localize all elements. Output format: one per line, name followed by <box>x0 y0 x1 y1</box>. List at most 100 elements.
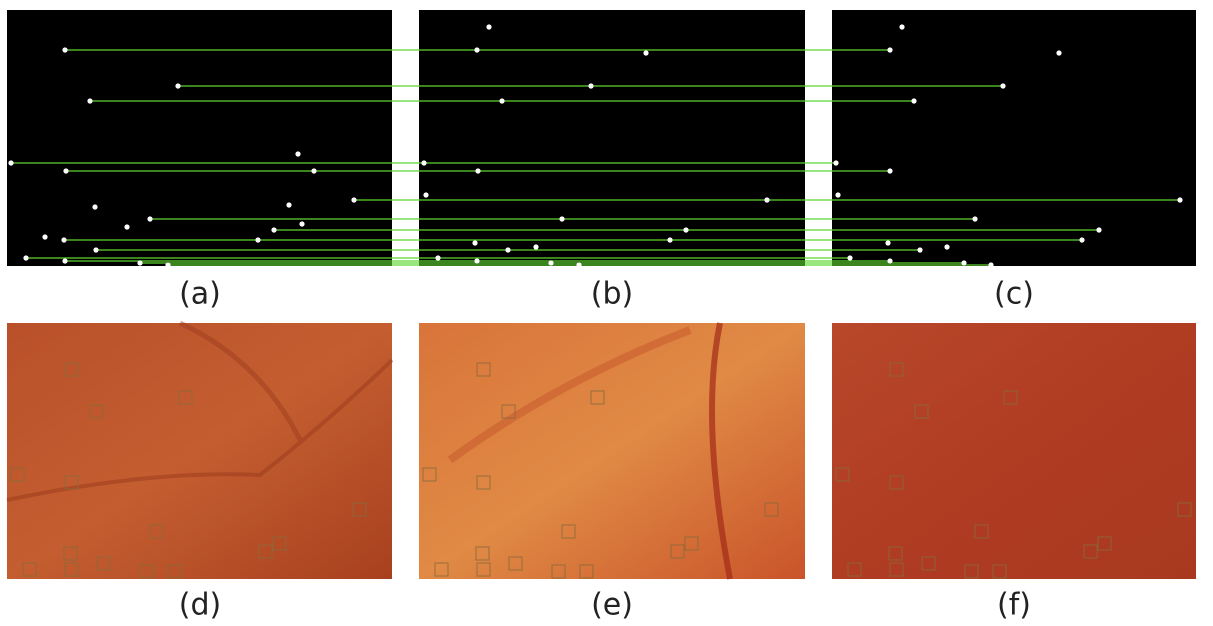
keypoint <box>165 262 171 268</box>
patch-box <box>590 390 605 405</box>
keypoint <box>63 168 69 174</box>
keypoint <box>961 260 967 266</box>
keypoint <box>351 197 357 203</box>
keypoint <box>505 247 511 253</box>
patch-box <box>1177 502 1192 517</box>
keypoint <box>92 204 98 210</box>
vessel <box>447 326 692 464</box>
panel-label: (b) <box>591 277 633 312</box>
patch-box <box>475 546 490 561</box>
panel-d <box>7 323 392 579</box>
keypoint <box>1177 197 1183 203</box>
patch-box <box>149 524 164 539</box>
keypoint <box>486 24 492 30</box>
patch-box <box>974 524 989 539</box>
keypoint <box>93 247 99 253</box>
keypoint <box>423 192 429 198</box>
keypoint <box>62 47 68 53</box>
keypoint <box>474 258 480 264</box>
keypoint <box>588 83 594 89</box>
patch-box <box>921 556 936 571</box>
keypoint <box>643 50 649 56</box>
image-panels <box>6 320 1196 580</box>
patch-box <box>22 562 37 577</box>
patches <box>10 362 1192 579</box>
patch-box <box>670 544 685 559</box>
patch-box <box>476 362 491 377</box>
keypoint <box>311 168 317 174</box>
patch-box <box>964 564 979 579</box>
keypoint <box>972 216 978 222</box>
keypoint <box>835 192 841 198</box>
keypoint <box>833 160 839 166</box>
keypoint <box>87 98 93 104</box>
keypoint <box>944 244 950 250</box>
keypoint <box>175 83 181 89</box>
keypoint <box>62 258 68 264</box>
keypoint <box>255 237 261 243</box>
patch-box <box>434 562 449 577</box>
keypoint <box>8 160 14 166</box>
patch-box <box>422 467 437 482</box>
keypoint <box>42 234 48 240</box>
panel-label: (e) <box>591 588 633 623</box>
keypoint <box>847 255 853 261</box>
keypoint <box>988 262 994 268</box>
patch-box <box>476 475 491 490</box>
patch-box <box>835 467 850 482</box>
keypoint <box>533 244 539 250</box>
keypoint <box>667 237 673 243</box>
keypoint <box>137 260 143 266</box>
keypoint <box>911 98 917 104</box>
keypoint <box>917 247 923 253</box>
panel-label: (a) <box>179 277 221 312</box>
patch-box <box>1083 544 1098 559</box>
keypoint <box>1000 83 1006 89</box>
panel-a <box>7 10 392 266</box>
patch-box <box>914 404 929 419</box>
patch-box <box>476 562 491 577</box>
patch-box <box>167 564 182 579</box>
patch-box <box>89 404 104 419</box>
keypoint <box>299 221 305 227</box>
keypoint <box>887 258 893 264</box>
patch-box <box>764 502 779 517</box>
patch-box <box>1097 536 1112 551</box>
keypoint <box>576 262 582 268</box>
keypoint <box>887 47 893 53</box>
patch-box <box>992 564 1007 579</box>
patch-box <box>63 546 78 561</box>
panel-e <box>419 323 805 579</box>
keypoint <box>286 202 292 208</box>
patch-box <box>64 562 79 577</box>
patch-box <box>889 475 904 490</box>
keypoint <box>474 47 480 53</box>
patch-box <box>64 362 79 377</box>
vessel <box>709 322 733 580</box>
keypoint <box>683 227 689 233</box>
panel-label: (d) <box>179 588 221 623</box>
patch-box <box>508 556 523 571</box>
patch-box <box>551 564 566 579</box>
patch-box <box>561 524 576 539</box>
patch-box <box>889 362 904 377</box>
patch-box <box>64 475 79 490</box>
patch-box <box>579 564 594 579</box>
patch-box <box>847 562 862 577</box>
patch-box <box>352 502 367 517</box>
keypoint <box>435 255 441 261</box>
patch-box <box>1003 390 1018 405</box>
keypoint <box>295 151 301 157</box>
panel-label: (f) <box>997 588 1031 623</box>
keypoint <box>548 260 554 266</box>
keypoint <box>472 240 478 246</box>
patch-box <box>178 390 193 405</box>
panel-label: (c) <box>994 277 1034 312</box>
vessel <box>178 320 303 442</box>
patch-box <box>258 544 273 559</box>
patch-box <box>272 536 287 551</box>
keypoint <box>885 240 891 246</box>
keypoint <box>61 237 67 243</box>
keypoint <box>899 24 905 30</box>
keypoint <box>475 168 481 174</box>
